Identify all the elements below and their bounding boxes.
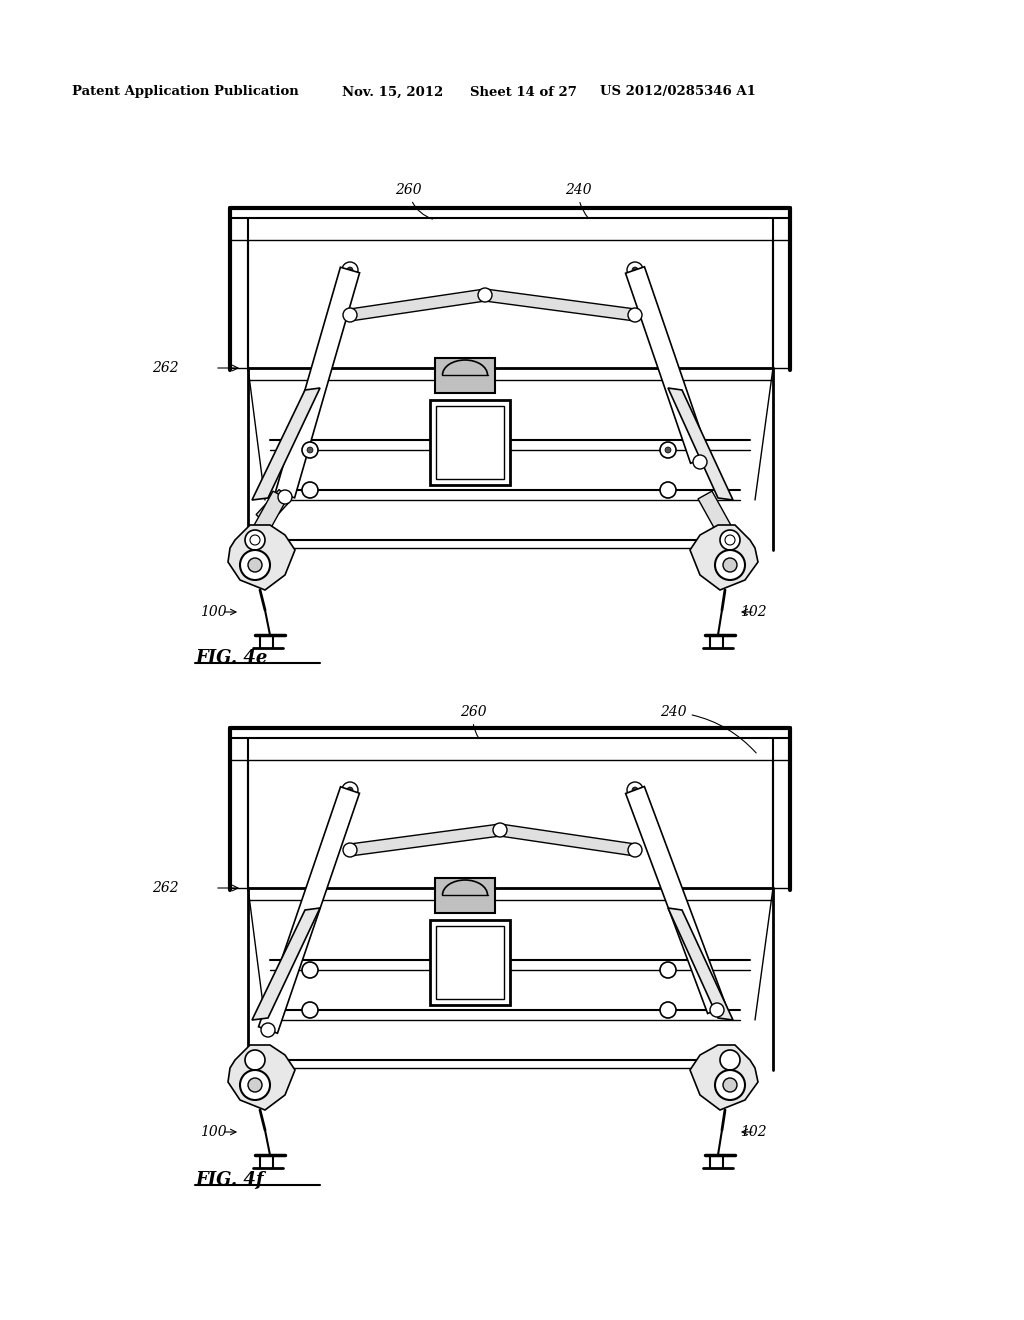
Circle shape bbox=[245, 531, 265, 550]
Circle shape bbox=[347, 267, 353, 273]
Polygon shape bbox=[668, 388, 733, 500]
Polygon shape bbox=[258, 787, 359, 1034]
Circle shape bbox=[248, 1078, 262, 1092]
Text: US 2012/0285346 A1: US 2012/0285346 A1 bbox=[600, 86, 756, 99]
Circle shape bbox=[302, 962, 318, 978]
Circle shape bbox=[250, 535, 260, 545]
Circle shape bbox=[240, 550, 270, 579]
Circle shape bbox=[723, 1078, 737, 1092]
Bar bbox=[430, 920, 510, 1005]
Text: Nov. 15, 2012: Nov. 15, 2012 bbox=[342, 86, 443, 99]
Circle shape bbox=[632, 787, 638, 793]
Polygon shape bbox=[626, 787, 726, 1014]
Text: 260: 260 bbox=[395, 183, 432, 219]
Text: FIG. 4f: FIG. 4f bbox=[195, 1171, 263, 1189]
Polygon shape bbox=[626, 267, 710, 463]
Circle shape bbox=[343, 843, 357, 857]
Circle shape bbox=[665, 447, 671, 453]
Circle shape bbox=[342, 261, 358, 279]
Circle shape bbox=[245, 1049, 265, 1071]
Circle shape bbox=[248, 558, 262, 572]
Polygon shape bbox=[252, 388, 319, 500]
Text: 240: 240 bbox=[660, 705, 756, 752]
Circle shape bbox=[693, 455, 707, 469]
Polygon shape bbox=[690, 1045, 758, 1110]
Bar bbox=[436, 927, 504, 999]
Circle shape bbox=[307, 447, 313, 453]
Polygon shape bbox=[499, 824, 636, 855]
Text: 100: 100 bbox=[200, 605, 226, 619]
Text: 102: 102 bbox=[740, 1125, 767, 1139]
Polygon shape bbox=[668, 908, 733, 1020]
Polygon shape bbox=[698, 491, 737, 544]
Circle shape bbox=[627, 261, 643, 279]
Circle shape bbox=[302, 482, 318, 498]
Polygon shape bbox=[248, 491, 287, 544]
Circle shape bbox=[493, 822, 507, 837]
Text: 100: 100 bbox=[200, 1125, 226, 1139]
Circle shape bbox=[347, 787, 353, 793]
Text: 102: 102 bbox=[740, 605, 767, 619]
Circle shape bbox=[660, 482, 676, 498]
Bar bbox=[435, 358, 495, 393]
Circle shape bbox=[715, 1071, 745, 1100]
Circle shape bbox=[720, 531, 740, 550]
Circle shape bbox=[628, 308, 642, 322]
Circle shape bbox=[627, 781, 643, 799]
Bar bbox=[436, 407, 504, 479]
Polygon shape bbox=[252, 908, 319, 1020]
Circle shape bbox=[343, 308, 357, 322]
Text: 260: 260 bbox=[460, 705, 486, 738]
Circle shape bbox=[710, 1003, 724, 1016]
Circle shape bbox=[660, 1002, 676, 1018]
Circle shape bbox=[720, 1049, 740, 1071]
Polygon shape bbox=[228, 525, 295, 590]
Circle shape bbox=[723, 558, 737, 572]
Circle shape bbox=[632, 267, 638, 273]
Text: 262: 262 bbox=[152, 360, 178, 375]
Text: Sheet 14 of 27: Sheet 14 of 27 bbox=[470, 86, 577, 99]
Text: Patent Application Publication: Patent Application Publication bbox=[72, 86, 299, 99]
Circle shape bbox=[302, 442, 318, 458]
Circle shape bbox=[725, 535, 735, 545]
Bar bbox=[435, 878, 495, 913]
Polygon shape bbox=[484, 289, 636, 321]
Text: 262: 262 bbox=[152, 880, 178, 895]
Circle shape bbox=[628, 843, 642, 857]
Bar bbox=[430, 400, 510, 484]
Polygon shape bbox=[228, 1045, 295, 1110]
Polygon shape bbox=[690, 525, 758, 590]
Polygon shape bbox=[275, 267, 359, 498]
Circle shape bbox=[240, 1071, 270, 1100]
Polygon shape bbox=[349, 289, 485, 321]
Circle shape bbox=[342, 781, 358, 799]
Circle shape bbox=[715, 550, 745, 579]
Circle shape bbox=[478, 288, 492, 302]
Circle shape bbox=[278, 490, 292, 504]
Circle shape bbox=[302, 1002, 318, 1018]
Text: FIG. 4e: FIG. 4e bbox=[195, 649, 267, 667]
Polygon shape bbox=[256, 490, 291, 525]
Text: 240: 240 bbox=[565, 183, 592, 218]
Polygon shape bbox=[349, 824, 501, 855]
Circle shape bbox=[660, 442, 676, 458]
Circle shape bbox=[261, 1023, 275, 1038]
Circle shape bbox=[660, 962, 676, 978]
